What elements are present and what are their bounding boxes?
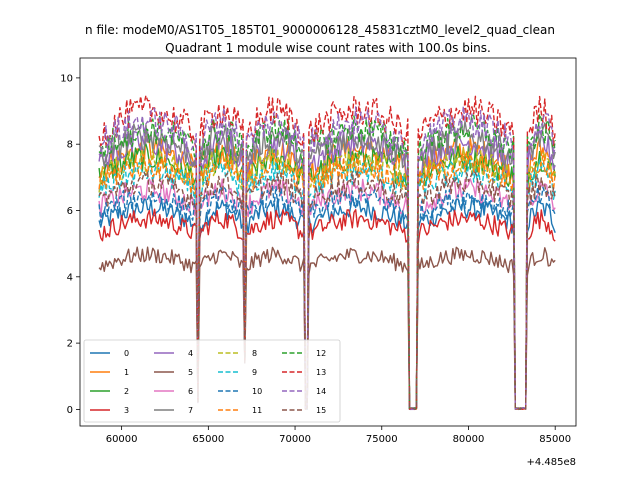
series-line-15 [98,169,556,410]
x-axis-offset-label: +4.485e8 [526,457,576,468]
x-tick-label: 75000 [366,434,398,445]
series-line-11 [98,151,556,410]
legend-label-7: 7 [188,406,193,415]
series-line-14 [98,105,556,411]
legend-frame [83,339,341,423]
chart-title: Quadrant 1 module wise count rates with … [165,41,491,55]
legend-label-4: 4 [188,349,193,358]
legend-label-5: 5 [188,368,193,377]
legend-label-8: 8 [252,349,257,358]
x-tick-label: 70000 [279,434,311,445]
legend-label-0: 0 [124,349,129,358]
legend-label-15: 15 [316,406,326,415]
legend-label-12: 12 [316,349,326,358]
legend-label-11: 11 [252,406,262,415]
x-tick-label: 80000 [453,434,485,445]
y-axis: 0 2 4 6 8 10 [60,73,80,416]
y-tick-label: 2 [67,339,73,350]
legend-label-13: 13 [316,368,326,377]
legend-label-6: 6 [188,387,193,396]
x-axis: 60000 65000 70000 75000 80000 85000 [106,426,571,445]
legend-label-3: 3 [124,406,129,415]
y-tick-label: 10 [60,73,73,84]
y-tick-label: 0 [67,405,73,416]
y-tick-label: 6 [67,206,73,217]
plot-frame [79,57,577,427]
series-line-3 [98,208,556,411]
x-tick-label: 65000 [192,434,224,445]
series-line-10 [98,185,556,410]
y-tick-label: 4 [67,272,73,283]
legend-label-2: 2 [124,387,129,396]
legend-label-14: 14 [316,387,326,396]
legend-label-9: 9 [252,368,257,377]
x-tick-label: 85000 [539,434,571,445]
legend-label-10: 10 [252,387,262,396]
figure-suptitle: n file: modeM0/AS1T05_185T01_9000006128_… [85,23,555,37]
y-tick-label: 8 [67,140,73,151]
series-layer [98,94,556,411]
legend-label-1: 1 [124,368,129,377]
series-line-5 [98,246,556,410]
x-tick-label: 60000 [106,434,138,445]
